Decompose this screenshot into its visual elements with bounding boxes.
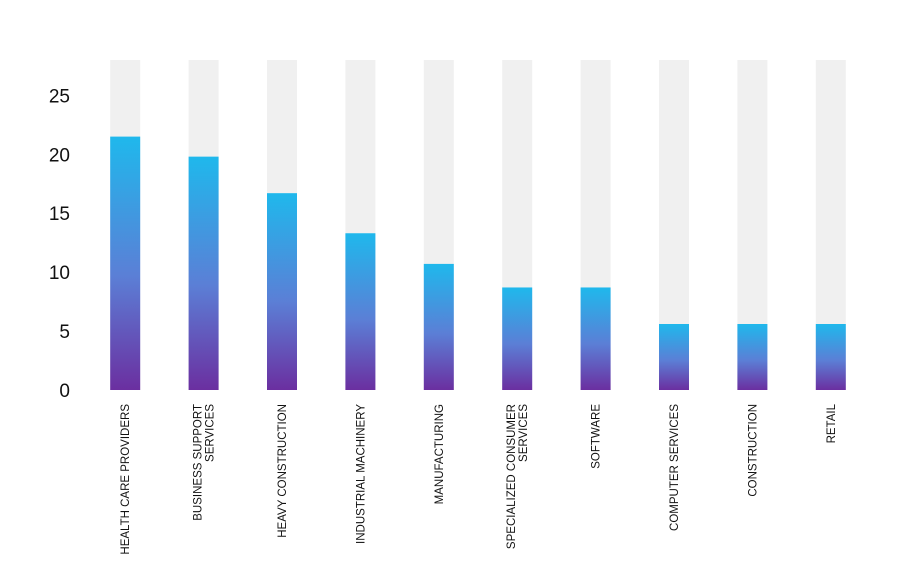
x-tick-label: HEAVY CONSTRUCTION [277, 404, 289, 538]
bar [110, 136, 141, 390]
bar [737, 324, 768, 390]
bar [423, 263, 454, 390]
bar [815, 324, 846, 390]
x-tick-label: SPECIALIZED CONSUMERSERVICES [506, 404, 530, 549]
y-tick-label: 20 [49, 145, 70, 166]
x-tick-label: SOFTWARE [591, 404, 603, 469]
y-tick-label: 0 [59, 381, 70, 402]
bar [345, 233, 376, 390]
x-tick-label: CONSTRUCTION [747, 404, 759, 497]
bar [267, 193, 297, 390]
x-tick-label: MANUFACTURING [434, 404, 446, 504]
x-axis: HEALTH CARE PROVIDERS BUSINESS SUPPORTSER… [120, 403, 838, 554]
bar [580, 287, 611, 390]
bars [110, 60, 846, 390]
x-tick-label: COMPUTER SERVICES [669, 404, 681, 531]
bar [659, 324, 689, 390]
bar [188, 156, 219, 390]
y-axis: 0 5 10 15 20 25 [49, 86, 70, 402]
x-tick-label: INDUSTRIAL MACHINERY [355, 404, 367, 544]
y-tick-label: 25 [49, 86, 70, 107]
y-tick-label: 15 [49, 204, 70, 225]
x-tick-label: BUSINESS SUPPORTSERVICES [193, 404, 217, 521]
y-tick-label: 5 [59, 322, 70, 343]
y-tick-label: 10 [49, 263, 70, 284]
x-tick-label: RETAIL [826, 403, 838, 443]
x-tick-label: HEALTH CARE PROVIDERS [120, 404, 132, 555]
bar [502, 287, 533, 390]
